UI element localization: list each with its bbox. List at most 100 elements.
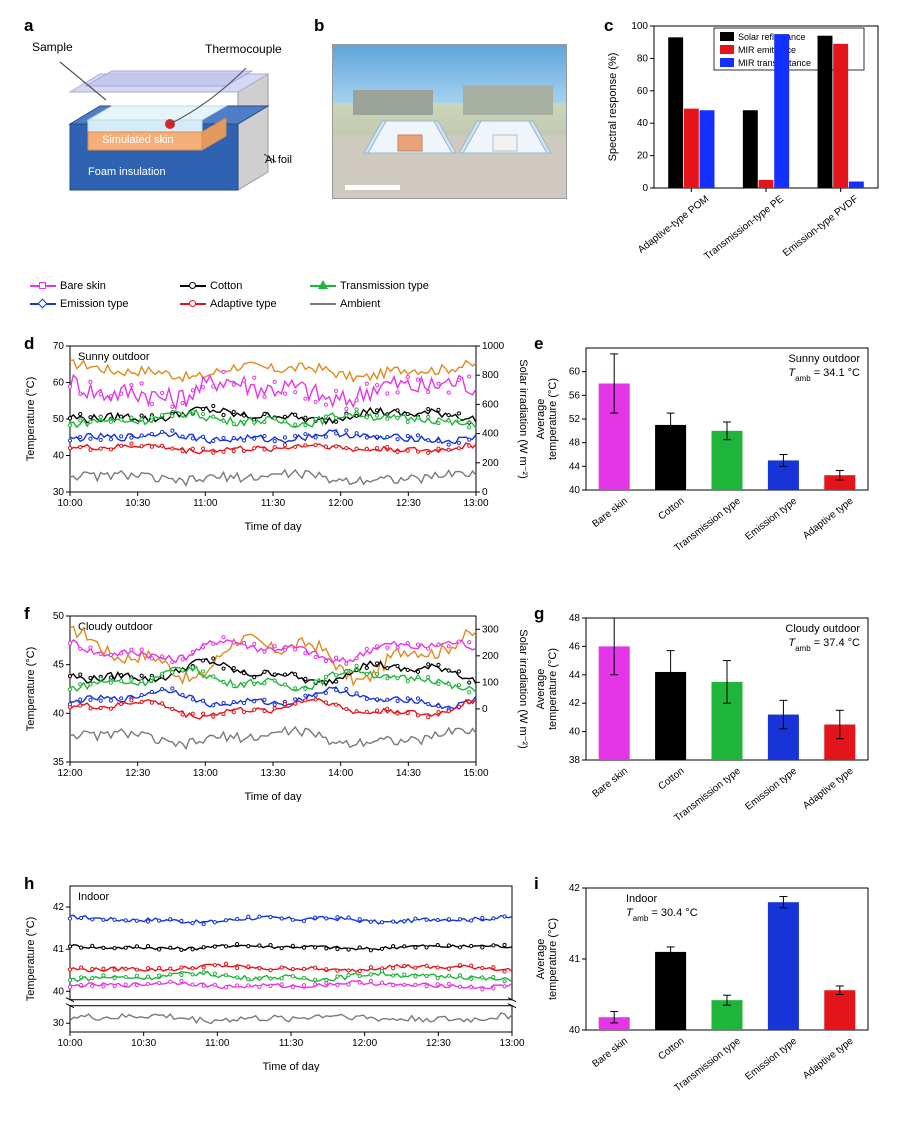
svg-text:44: 44: [569, 670, 581, 681]
svg-text:Adaptive-type POM: Adaptive-type POM: [636, 194, 711, 256]
svg-text:13:00: 13:00: [463, 498, 488, 509]
svg-text:600: 600: [482, 399, 499, 410]
svg-text:11:30: 11:30: [261, 498, 286, 509]
svg-text:temperature (°C): temperature (°C): [547, 918, 559, 1000]
svg-text:Tamb = 37.4 °C: Tamb = 37.4 °C: [788, 637, 860, 653]
svg-text:Cotton: Cotton: [656, 496, 686, 523]
svg-text:40: 40: [569, 1025, 581, 1036]
svg-text:Temperature (°C): Temperature (°C): [25, 647, 37, 731]
panel-f-chart: 35404550Temperature (°C)12:0012:3013:001…: [20, 602, 530, 802]
svg-text:52: 52: [569, 414, 581, 425]
svg-text:12:00: 12:00: [57, 768, 82, 779]
panel-d: d 3040506070Temperature (°C)10:0010:3011…: [20, 332, 530, 532]
svg-text:42: 42: [569, 883, 581, 894]
panel-c: c 020406080100Spectral response (%)Solar…: [600, 14, 888, 274]
panel-i-label: i: [534, 874, 539, 894]
panel-c-chart: 020406080100Spectral response (%)Solar r…: [600, 14, 888, 274]
svg-text:11:00: 11:00: [205, 1038, 230, 1049]
panel-a-label: a: [24, 16, 33, 36]
panel-b: b: [310, 14, 600, 224]
svg-text:Time of day: Time of day: [262, 1061, 320, 1072]
panel-e-label: e: [534, 334, 543, 354]
svg-text:30: 30: [53, 487, 65, 498]
svg-text:Cloudy outdoor: Cloudy outdoor: [785, 623, 860, 635]
svg-text:Cotton: Cotton: [656, 1036, 686, 1063]
svg-text:Indoor: Indoor: [626, 893, 658, 905]
svg-text:38: 38: [569, 755, 581, 766]
svg-text:Sunny outdoor: Sunny outdoor: [78, 351, 150, 363]
svg-text:0: 0: [642, 183, 648, 194]
svg-text:Average: Average: [535, 939, 547, 980]
panel-e-chart: 404448525660Averagetemperature (°C)Bare …: [530, 332, 880, 582]
svg-text:10:00: 10:00: [57, 1038, 82, 1049]
svg-text:100: 100: [631, 21, 648, 32]
svg-text:40: 40: [637, 118, 649, 129]
svg-text:12:00: 12:00: [328, 498, 353, 509]
svg-text:Spectral response (%): Spectral response (%): [607, 53, 619, 162]
panel-f-label: f: [24, 604, 30, 624]
svg-text:48: 48: [569, 613, 581, 624]
svg-text:14:30: 14:30: [396, 768, 421, 779]
panel-a: a: [20, 14, 310, 224]
svg-text:40: 40: [53, 451, 65, 462]
label-al: Al foil: [265, 154, 292, 166]
svg-text:Bare skin: Bare skin: [590, 496, 630, 530]
svg-text:40: 40: [53, 708, 65, 719]
svg-text:Bare skin: Bare skin: [590, 1036, 630, 1070]
panel-e: e 404448525660Averagetemperature (°C)Bar…: [530, 332, 880, 582]
svg-text:45: 45: [53, 660, 65, 671]
svg-text:Adaptive type: Adaptive type: [801, 495, 856, 541]
svg-text:1000: 1000: [482, 341, 505, 352]
svg-text:13:00: 13:00: [193, 768, 218, 779]
svg-text:0: 0: [482, 704, 488, 715]
svg-text:13:30: 13:30: [260, 768, 285, 779]
svg-text:Time of day: Time of day: [244, 791, 302, 802]
svg-text:12:00: 12:00: [352, 1038, 377, 1049]
outdoor-photo: [332, 44, 567, 199]
svg-text:200: 200: [482, 458, 499, 469]
svg-text:35: 35: [53, 757, 65, 768]
svg-text:41: 41: [569, 954, 581, 965]
svg-text:Emission-type PVDF: Emission-type PVDF: [781, 194, 860, 259]
svg-text:400: 400: [482, 429, 499, 440]
svg-text:40: 40: [569, 727, 581, 738]
svg-text:60: 60: [569, 367, 581, 378]
svg-text:200: 200: [482, 651, 499, 662]
svg-text:Solar reflectance: Solar reflectance: [738, 32, 806, 42]
svg-text:Solar irradiation (W m⁻²): Solar irradiation (W m⁻²): [517, 359, 529, 479]
svg-text:Average: Average: [535, 399, 547, 440]
panel-h-label: h: [24, 874, 34, 894]
svg-text:Average: Average: [535, 669, 547, 710]
svg-text:Emission type: Emission type: [743, 1035, 799, 1082]
label-skin: Simulated skin: [102, 134, 174, 146]
panel-i: i 40 41 42 Averagetemperature (°C) Bare skin…: [530, 872, 880, 1122]
svg-text:10:30: 10:30: [131, 1038, 156, 1049]
svg-text:40: 40: [569, 485, 581, 496]
panel-g: g 384042444648Averagetemperature (°C)Bar…: [530, 602, 880, 852]
svg-text:Transmission-type PE: Transmission-type PE: [702, 193, 786, 262]
svg-text:temperature (°C): temperature (°C): [547, 648, 559, 730]
svg-text:80: 80: [637, 53, 649, 64]
svg-text:44: 44: [569, 461, 581, 472]
panel-d-label: d: [24, 334, 34, 354]
svg-text:Sunny outdoor: Sunny outdoor: [788, 353, 860, 365]
svg-text:Adaptive type: Adaptive type: [801, 765, 856, 811]
svg-text:300: 300: [482, 624, 499, 635]
panel-c-label: c: [604, 16, 613, 36]
panel-f: f 35404550Temperature (°C)12:0012:3013:0…: [20, 602, 530, 802]
svg-text:Time of day: Time of day: [244, 521, 302, 532]
svg-text:Temperature (°C): Temperature (°C): [25, 377, 37, 461]
svg-text:Tamb = 34.1 °C: Tamb = 34.1 °C: [788, 367, 860, 383]
svg-text:11:00: 11:00: [193, 498, 218, 509]
svg-text:70: 70: [53, 341, 65, 352]
svg-text:15:00: 15:00: [463, 768, 488, 779]
svg-text:100: 100: [482, 677, 499, 688]
label-sample: Sample: [32, 40, 73, 54]
svg-text:40: 40: [53, 986, 65, 997]
svg-text:46: 46: [569, 641, 581, 652]
svg-text:12:30: 12:30: [426, 1038, 451, 1049]
svg-text:800: 800: [482, 370, 499, 381]
svg-text:13:00: 13:00: [499, 1038, 524, 1049]
svg-text:30: 30: [53, 1018, 65, 1029]
panel-b-label: b: [314, 16, 324, 36]
